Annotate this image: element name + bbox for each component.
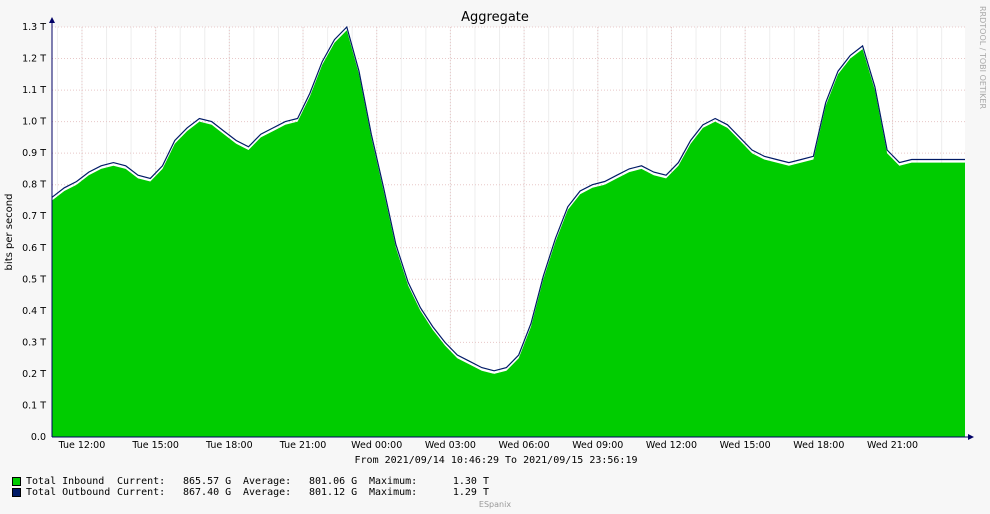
x-tick-label: Wed 21:00 <box>867 440 918 451</box>
y-tick-label: 0.1 T <box>22 400 46 411</box>
rrdtool-watermark: RRDTOOL / TOBI OETIKER <box>978 6 987 109</box>
y-tick-label: 0.6 T <box>22 243 46 254</box>
legend-row-outbound: Total Outbound Current: 867.40 G Average… <box>12 487 489 498</box>
y-tick-label: 0.4 T <box>22 306 46 317</box>
time-range: From 2021/09/14 10:46:29 To 2021/09/15 2… <box>355 455 638 466</box>
x-tick-label: Wed 00:00 <box>351 440 402 451</box>
legend-current-value: 867.40 G <box>183 487 232 498</box>
y-tick-label: 0.8 T <box>22 180 46 191</box>
legend-name: Total Outbound <box>26 487 111 498</box>
y-tick-label: 1.3 T <box>22 22 46 33</box>
legend: Total Inbound Current: 865.57 G Average:… <box>12 476 489 498</box>
legend-current-label: Current: <box>117 476 166 487</box>
legend-average-value: 801.12 G <box>309 487 358 498</box>
x-tick-label: Tue 15:00 <box>131 440 179 451</box>
x-tick-label: Wed 12:00 <box>646 440 697 451</box>
legend-maximum-value: 1.29 T <box>452 487 489 498</box>
y-tick-label: 0.7 T <box>22 211 46 222</box>
y-tick-label: 0.5 T <box>22 274 46 285</box>
x-axis-arrow <box>968 434 974 440</box>
x-tick-label: Tue 18:00 <box>205 440 253 451</box>
footer-credit: ESpanix <box>479 500 511 509</box>
plot-area: 0.0 0.1 T 0.2 T 0.3 T 0.4 T 0.5 T 0.6 T 0.7 T 0.… <box>22 17 974 451</box>
x-tick-label: Wed 03:00 <box>425 440 476 451</box>
y-tick-label: 0.0 <box>31 432 46 443</box>
legend-maximum-value: 1.30 T <box>452 476 489 487</box>
x-tick-label: Tue 12:00 <box>58 440 106 451</box>
x-tick-label: Tue 21:00 <box>279 440 327 451</box>
legend-swatch-inbound <box>12 477 21 486</box>
y-tick-label: 1.1 T <box>22 85 46 96</box>
x-tick-label: Wed 06:00 <box>499 440 550 451</box>
legend-name: Total Inbound <box>26 476 105 487</box>
legend-row-inbound: Total Inbound Current: 865.57 G Average:… <box>12 476 489 487</box>
chart-title: Aggregate <box>461 10 529 25</box>
y-axis-label: bits per second <box>4 194 15 271</box>
x-tick-label: Wed 09:00 <box>572 440 623 451</box>
series-area-total-inbound <box>52 30 965 437</box>
legend-swatch-outbound <box>12 488 21 497</box>
x-tick-label: Wed 15:00 <box>720 440 771 451</box>
legend-current-value: 865.57 G <box>183 476 232 487</box>
legend-maximum-label: Maximum: <box>369 476 418 487</box>
y-tick-label: 0.9 T <box>22 148 46 159</box>
legend-average-value: 801.06 G <box>309 476 358 487</box>
y-tick-label: 0.3 T <box>22 337 46 348</box>
legend-maximum-label: Maximum: <box>369 487 418 498</box>
y-tick-label: 1.2 T <box>22 54 46 65</box>
legend-average-label: Average: <box>243 476 292 487</box>
legend-current-label: Current: <box>117 487 166 498</box>
y-tick-label: 1.0 T <box>22 117 46 128</box>
x-tick-label: Wed 18:00 <box>793 440 844 451</box>
y-axis-arrow <box>49 17 55 23</box>
y-tick-label: 0.2 T <box>22 369 46 380</box>
legend-average-label: Average: <box>243 487 292 498</box>
series-line-total-outbound <box>51 25 965 372</box>
